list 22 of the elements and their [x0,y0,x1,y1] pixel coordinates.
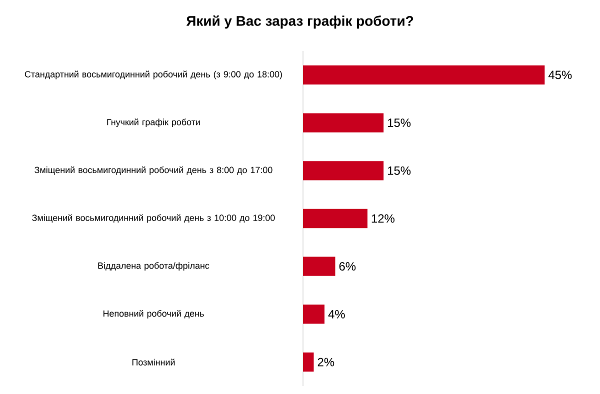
bar [303,208,368,228]
y-tick-label: Позмінний [132,358,175,366]
y-tick-label: Віддалена робота/фріланс [98,262,210,271]
data-label: 12% [372,214,394,223]
y-tick-label: Зміщений восьмигодинний робочий день з 8:00 до 17:00 [34,166,272,175]
data-label: 4% [328,310,345,318]
y-tick-label: Стандартний восьмигодинний робочий день (з 9:00 до 18:00) [24,70,282,80]
bar [303,304,324,324]
bar [303,256,336,276]
y-tick-label: Гнучкий графік роботи [107,118,200,128]
data-label: 45% [548,70,572,80]
bar [303,65,545,85]
chart-title: Який у Вас зараз графік роботи? [186,15,414,29]
y-tick-label: Неповний робочий день [103,310,204,318]
data-label: 15% [388,118,411,127]
y-tick-label: Зміщений восьмигодинний робочий день з 10:00 до 19:00 [32,214,275,223]
data-label: 15% [388,166,411,175]
bar [303,161,384,180]
bar [303,113,384,132]
bar [303,352,314,372]
data-label: 6% [339,262,356,271]
data-label: 2% [318,358,334,366]
